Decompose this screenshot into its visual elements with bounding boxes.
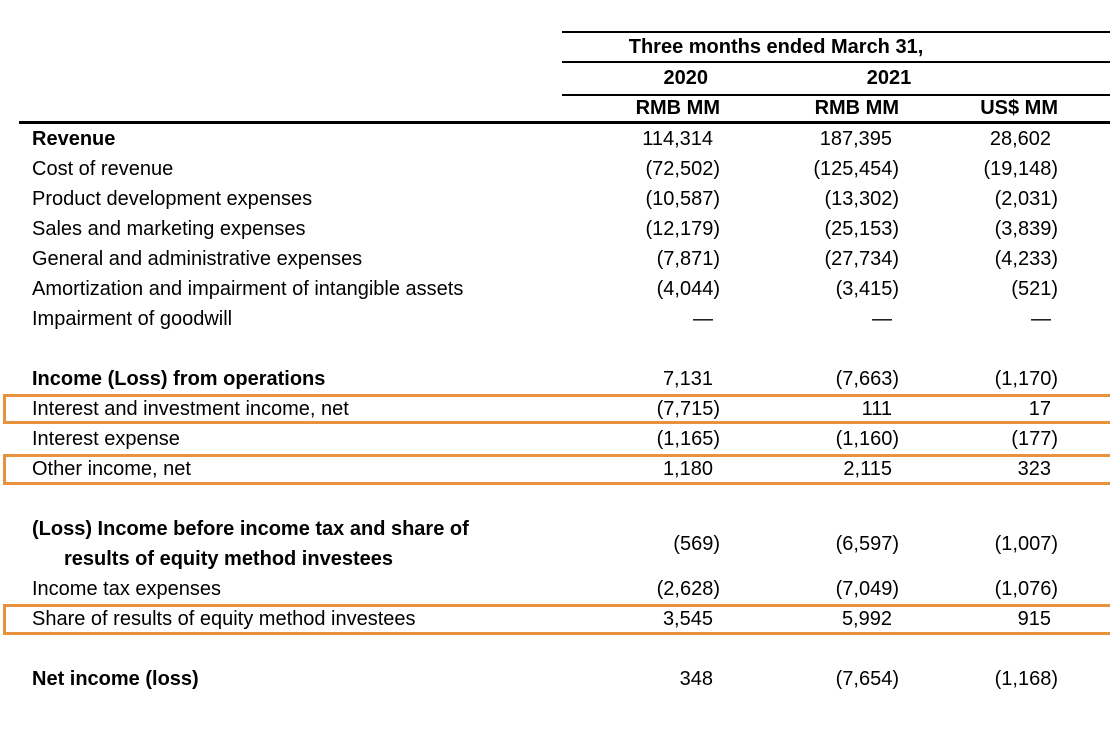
header-units-row: RMB MM RMB MM US$ MM <box>19 95 1110 124</box>
cell-2021-rmb: (1,160) <box>835 428 899 450</box>
row-loss-income-before-tax: (Loss) Income before income tax and shar… <box>19 514 1110 574</box>
cell-2020-rmb: (1,165) <box>656 428 720 450</box>
cell-2021-rmb: (25,153) <box>824 218 900 240</box>
cell-2020-rmb: (12,179) <box>645 218 721 240</box>
row-revenue: Revenue 114,314 187,395 28,602 <box>19 123 1110 155</box>
row-interest-investment-income-net: Interest and investment income, net (7,7… <box>19 394 1110 424</box>
row-label: Impairment of goodwill <box>32 308 233 330</box>
spacer-row <box>19 634 1110 664</box>
cell-2020-rmb: (569) <box>673 533 720 555</box>
income-statement-table: Three months ended March 31, 2020 2021 R… <box>19 31 1110 694</box>
cell-2021-rmb: 111 <box>861 398 892 420</box>
row-net-income-loss: Net income (loss) 348 (7,654) (1,168) <box>19 664 1110 694</box>
cell-2021-usd: 323 <box>1017 458 1051 480</box>
cell-2021-usd: (1,076) <box>994 578 1058 600</box>
cell-2020-rmb: (10,587) <box>645 188 721 210</box>
cell-2020-rmb: 3,545 <box>662 608 713 630</box>
row-label: Revenue <box>32 128 116 150</box>
row-label: Interest expense <box>32 428 180 450</box>
cell-2020-rmb: — <box>693 308 713 330</box>
cell-2021-usd: (1,007) <box>994 533 1058 555</box>
cell-2021-rmb: (13,302) <box>824 188 900 210</box>
cell-2021-rmb: (3,415) <box>835 278 899 300</box>
unit-2021-rmb: RMB MM <box>720 95 899 124</box>
cell-2021-usd: 28,602 <box>989 128 1051 150</box>
cell-2021-rmb: (7,049) <box>835 578 899 600</box>
cell-2021-usd: (19,148) <box>983 158 1059 180</box>
row-amortization-impairment-intangibles: Amortization and impairment of intangibl… <box>19 274 1110 304</box>
cell-2020-rmb: 114,314 <box>642 128 713 150</box>
row-income-tax-expenses: Income tax expenses (2,628) (7,049) (1,0… <box>19 574 1110 604</box>
cell-2021-rmb: (6,597) <box>835 533 899 555</box>
cell-2021-usd: (4,233) <box>994 248 1058 270</box>
row-sales-and-marketing-expenses: Sales and marketing expenses (12,179) (2… <box>19 214 1110 244</box>
cell-2021-rmb: 187,395 <box>819 128 892 150</box>
cell-2021-usd: (177) <box>1011 428 1058 450</box>
cell-2021-rmb: 5,992 <box>841 608 892 630</box>
spacer-row <box>19 484 1110 514</box>
unit-2021-usd: US$ MM <box>899 95 1058 124</box>
row-label: Income tax expenses <box>32 578 221 600</box>
header-years-row: 2020 2021 <box>19 62 1110 96</box>
cell-2020-rmb: (7,715) <box>656 398 720 420</box>
cell-2021-rmb: — <box>872 308 892 330</box>
row-label: General and administrative expenses <box>32 248 363 270</box>
year-2020-header: 2020 <box>562 62 720 96</box>
row-label: Amortization and impairment of intangibl… <box>32 278 464 300</box>
row-label: Cost of revenue <box>32 158 174 180</box>
row-label: Net income (loss) <box>32 668 199 690</box>
period-header: Three months ended March 31, <box>562 31 1110 63</box>
cell-2021-usd: (1,168) <box>994 668 1058 690</box>
header-period-row: Three months ended March 31, <box>19 31 1110 63</box>
cell-2021-usd: (3,839) <box>994 218 1058 240</box>
row-label: Income (Loss) from operations <box>32 368 326 390</box>
row-general-administrative-expenses: General and administrative expenses (7,8… <box>19 244 1110 274</box>
row-impairment-of-goodwill: Impairment of goodwill — — — <box>19 304 1110 334</box>
cell-2020-rmb: (7,871) <box>656 248 720 270</box>
row-label: Product development expenses <box>32 188 313 210</box>
row-share-of-results-equity-method: Share of results of equity method invest… <box>19 604 1110 634</box>
cell-2021-rmb: 2,115 <box>843 458 892 480</box>
cell-2021-usd: 17 <box>1028 398 1051 420</box>
cell-2021-rmb: (7,663) <box>835 368 899 390</box>
cell-2021-rmb: (7,654) <box>835 668 899 690</box>
unit-2020-rmb: RMB MM <box>562 95 720 124</box>
cell-2021-usd: (1,170) <box>994 368 1058 390</box>
cell-2020-rmb: (72,502) <box>645 158 721 180</box>
row-interest-expense: Interest expense (1,165) (1,160) (177) <box>19 424 1110 454</box>
cell-2021-usd: — <box>1031 308 1051 330</box>
row-label: Interest and investment income, net <box>32 398 349 420</box>
row-product-development-expenses: Product development expenses (10,587) (1… <box>19 184 1110 214</box>
cell-2020-rmb: 348 <box>679 668 713 690</box>
row-label-line1: (Loss) Income before income tax and shar… <box>32 518 469 540</box>
cell-2021-usd: (521) <box>1011 278 1058 300</box>
cell-2021-usd: 915 <box>1017 608 1051 630</box>
row-label: Share of results of equity method invest… <box>32 608 416 630</box>
cell-2020-rmb: 1,180 <box>662 458 713 480</box>
row-other-income-net: Other income, net 1,180 2,115 323 <box>19 454 1110 484</box>
cell-2021-rmb: (27,734) <box>824 248 900 270</box>
row-label-line2: results of equity method investees <box>64 548 393 570</box>
cell-2020-rmb: (2,628) <box>656 578 720 600</box>
row-label: Sales and marketing expenses <box>32 218 306 240</box>
cell-2020-rmb: (4,044) <box>656 278 720 300</box>
row-income-loss-from-operations: Income (Loss) from operations 7,131 (7,6… <box>19 364 1110 394</box>
cell-2021-rmb: (125,454) <box>813 158 899 180</box>
year-2021-header: 2021 <box>720 62 1058 96</box>
cell-2021-usd: (2,031) <box>994 188 1058 210</box>
spacer-row <box>19 334 1110 364</box>
row-cost-of-revenue: Cost of revenue (72,502) (125,454) (19,1… <box>19 154 1110 184</box>
row-label: Other income, net <box>32 458 191 480</box>
cell-2020-rmb: 7,131 <box>662 368 713 390</box>
